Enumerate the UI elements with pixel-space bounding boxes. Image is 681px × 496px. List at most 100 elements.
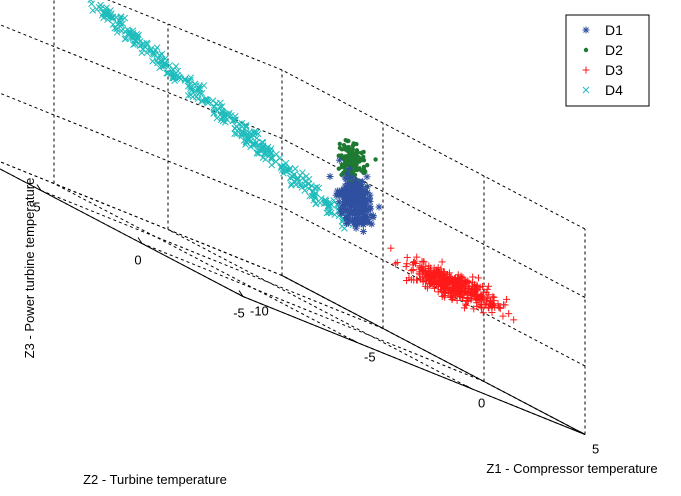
data-point — [283, 168, 291, 176]
data-point — [194, 95, 202, 103]
data-point — [368, 220, 376, 228]
data-point — [403, 253, 411, 261]
data-point — [112, 13, 120, 21]
data-point — [453, 296, 461, 304]
data-point — [337, 209, 345, 217]
data-point — [340, 191, 348, 199]
data-point — [243, 130, 251, 138]
data-point — [409, 259, 417, 267]
z-axis-label: Z3 - Power turbine temperature — [22, 178, 37, 359]
data-point — [482, 300, 490, 308]
data-point — [445, 269, 453, 277]
data-point — [138, 41, 145, 49]
data-point — [250, 129, 258, 137]
data-point — [478, 304, 486, 312]
data-point — [255, 150, 263, 157]
data-point — [210, 109, 218, 117]
y-tick-mark — [137, 237, 143, 244]
data-point — [192, 87, 200, 94]
floor-grid-line — [242, 296, 586, 435]
data-point — [291, 165, 299, 173]
data-point — [198, 89, 206, 97]
data-point — [216, 103, 224, 111]
data-point — [294, 175, 302, 183]
data-point — [343, 144, 349, 150]
data-point — [387, 244, 395, 252]
legend-marker — [582, 26, 590, 34]
data-point — [361, 197, 369, 205]
data-point — [356, 166, 361, 171]
data-point — [393, 259, 401, 267]
data-point — [267, 156, 275, 163]
data-point — [454, 275, 462, 283]
data-point — [153, 57, 161, 64]
data-point — [247, 143, 254, 151]
y-tick-label: 0 — [134, 253, 141, 268]
data-point — [87, 0, 95, 4]
series-d3 — [387, 244, 518, 324]
data-point — [433, 268, 441, 276]
data-point — [350, 189, 358, 197]
data-point — [375, 203, 383, 211]
data-point — [441, 289, 449, 297]
data-point — [440, 283, 448, 291]
data-point — [187, 74, 195, 81]
data-point — [231, 125, 239, 132]
data-point — [442, 282, 450, 290]
data-point — [171, 77, 179, 84]
legend-item-d2: D2 — [583, 42, 623, 58]
data-point — [424, 265, 432, 273]
y-tick-label: -5 — [233, 306, 245, 321]
data-point — [245, 129, 253, 137]
data-point — [479, 309, 487, 317]
data-point — [255, 143, 263, 151]
data-point — [130, 41, 137, 48]
data-point — [280, 169, 287, 177]
data-point — [327, 209, 335, 217]
legend-item-d4: D4 — [582, 82, 623, 98]
data-point — [474, 296, 482, 304]
data-point — [373, 157, 378, 162]
data-point — [169, 72, 177, 80]
data-point — [420, 258, 428, 266]
legend-label: D2 — [605, 42, 623, 58]
data-point — [311, 184, 319, 192]
data-point — [358, 208, 366, 216]
data-point — [350, 146, 355, 152]
data-point — [510, 316, 518, 324]
data-point — [144, 40, 151, 48]
data-point — [298, 184, 306, 191]
data-point — [441, 293, 449, 301]
data-point — [472, 293, 480, 301]
legend-item-d3: D3 — [582, 62, 623, 78]
y-tick-mark — [238, 290, 244, 297]
data-point — [490, 297, 498, 305]
data-point — [342, 158, 348, 163]
axes-box — [0, 168, 586, 435]
data-point — [250, 132, 257, 139]
data-point — [369, 212, 377, 220]
data-point — [312, 200, 320, 208]
data-point — [344, 195, 352, 203]
legend-label: D4 — [605, 82, 623, 98]
data-point — [503, 295, 511, 303]
data-point — [88, 0, 95, 8]
floor-grid-line — [167, 229, 472, 389]
data-point — [89, 7, 97, 14]
data-point — [505, 310, 513, 318]
data-point — [479, 288, 487, 296]
data-point — [359, 188, 367, 196]
data-point — [181, 77, 189, 84]
data-point — [430, 278, 438, 286]
data-point — [475, 274, 483, 282]
data-point — [345, 138, 350, 144]
data-point — [299, 174, 307, 182]
data-point — [359, 221, 367, 229]
data-point — [253, 138, 260, 146]
data-point — [422, 268, 430, 276]
x-axis-label: Z1 - Compressor temperature — [486, 461, 657, 476]
data-point — [261, 150, 268, 158]
data-point — [231, 116, 238, 124]
data-point — [113, 25, 121, 33]
